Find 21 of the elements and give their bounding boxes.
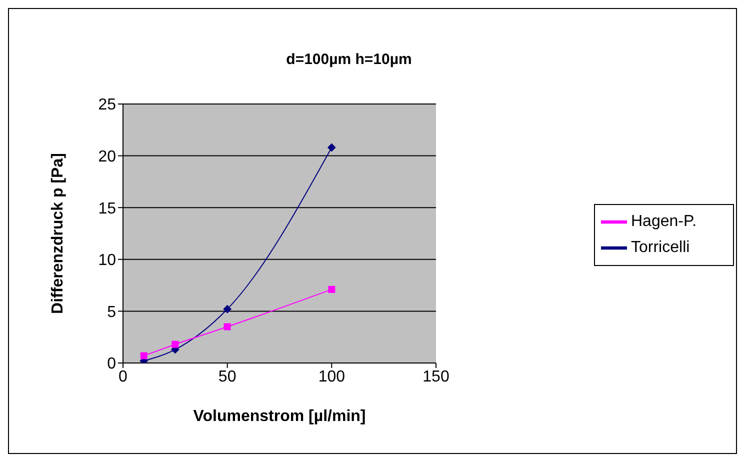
x-tick-label: 100	[318, 368, 346, 386]
point	[140, 352, 148, 360]
x-axis-title: Volumenstrom [µl/min]	[193, 408, 366, 425]
y-tick-label: 25	[98, 96, 116, 114]
legend-label: Torricelli	[631, 239, 690, 256]
x-tick-label: 150	[422, 368, 450, 386]
point	[223, 305, 232, 314]
y-tick-label: 0	[107, 356, 116, 373]
point	[328, 286, 336, 293]
y-axis-title: Differenzdruck p [Pa]	[50, 153, 67, 314]
y-tick-label: 20	[98, 148, 116, 166]
point	[224, 323, 231, 330]
point	[328, 144, 336, 152]
x-tick-label: 50	[218, 368, 236, 386]
x-tick-label: 0	[118, 368, 128, 386]
chart-title: d=100µm h=10µm	[285, 51, 413, 68]
y-tick-label: 15	[98, 200, 116, 218]
y-tick-label: 5	[107, 304, 116, 321]
point	[172, 340, 179, 348]
legend-label: Hagen-P.	[631, 213, 697, 230]
y-tick-label: 10	[98, 252, 116, 270]
